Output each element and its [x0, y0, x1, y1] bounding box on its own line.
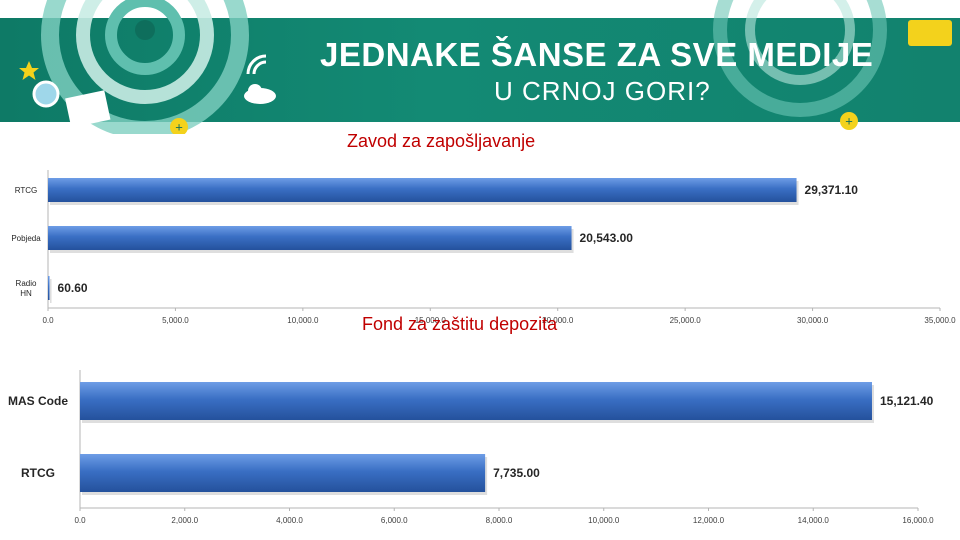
- header-banner: + + JEDNAKE ŠANSE ZA SVE MEDIJE U CRNOJ …: [0, 0, 960, 134]
- wifi-icon: [246, 54, 267, 75]
- category-label: HN: [20, 289, 32, 298]
- x-tick-label: 15,000.0: [415, 316, 447, 325]
- svg-text:+: +: [175, 120, 183, 135]
- data-label: 20,543.00: [580, 231, 634, 245]
- bar-shadow: [50, 279, 52, 303]
- document-icon: [65, 90, 111, 128]
- bar: [48, 226, 572, 250]
- data-label: 60.60: [58, 281, 88, 295]
- x-tick-label: 12,000.0: [693, 516, 725, 525]
- x-tick-label: 10,000.0: [287, 316, 319, 325]
- device-icon: [908, 20, 952, 46]
- category-label: MAS Code: [8, 394, 68, 408]
- bar: [48, 178, 797, 202]
- x-tick-label: 35,000.0: [924, 316, 956, 325]
- magnifier-icon: [32, 80, 60, 108]
- banner-subtitle: U CRNOJ GORI?: [494, 76, 711, 106]
- cloud-icon: [244, 84, 276, 104]
- banner-title: JEDNAKE ŠANSE ZA SVE MEDIJE: [320, 36, 874, 73]
- x-tick-label: 2,000.0: [171, 516, 198, 525]
- x-tick-label: 0.0: [74, 516, 86, 525]
- x-tick-label: 5,000.0: [162, 316, 189, 325]
- x-tick-label: 8,000.0: [486, 516, 513, 525]
- svg-text:+: +: [845, 114, 853, 129]
- data-label: 7,735.00: [493, 466, 540, 480]
- x-tick-label: 25,000.0: [670, 316, 702, 325]
- x-tick-label: 14,000.0: [798, 516, 830, 525]
- chart-zavod: 0.0 5,000.0 10,000.0 15,000.0 20,000.0 25,000…: [11, 170, 956, 325]
- x-tick-label: 20,000.0: [542, 316, 574, 325]
- category-label: RTCG: [21, 466, 55, 480]
- data-label: 15,121.40: [880, 394, 934, 408]
- x-tick-label: 30,000.0: [797, 316, 829, 325]
- plus-badge-right-icon: +: [840, 112, 858, 130]
- x-tick-label: 10,000.0: [588, 516, 620, 525]
- chart1-title: Zavod za zapošljavanje: [347, 131, 536, 151]
- x-tick-label: 16,000.0: [902, 516, 934, 525]
- category-label: Radio: [16, 279, 37, 288]
- chart-fond: 0.0 2,000.0 4,000.0 6,000.0 8,000.0 10,000.0 1…: [8, 370, 934, 525]
- star-icon: [19, 61, 39, 80]
- category-label: Pobjeda: [11, 234, 41, 243]
- bar: [80, 382, 872, 420]
- chart2-title: Fond za zaštitu depozita: [362, 314, 558, 334]
- x-tick-label: 6,000.0: [381, 516, 408, 525]
- plus-badge-icon: +: [170, 118, 188, 135]
- x-tick-label: 0.0: [42, 316, 54, 325]
- bar: [48, 276, 50, 300]
- target-rings-icon: [41, 0, 249, 134]
- x-tick-label: 4,000.0: [276, 516, 303, 525]
- target-rings-right-icon: [713, 0, 887, 117]
- category-label: RTCG: [15, 186, 38, 195]
- data-label: 29,371.10: [805, 183, 859, 197]
- bar: [80, 454, 486, 492]
